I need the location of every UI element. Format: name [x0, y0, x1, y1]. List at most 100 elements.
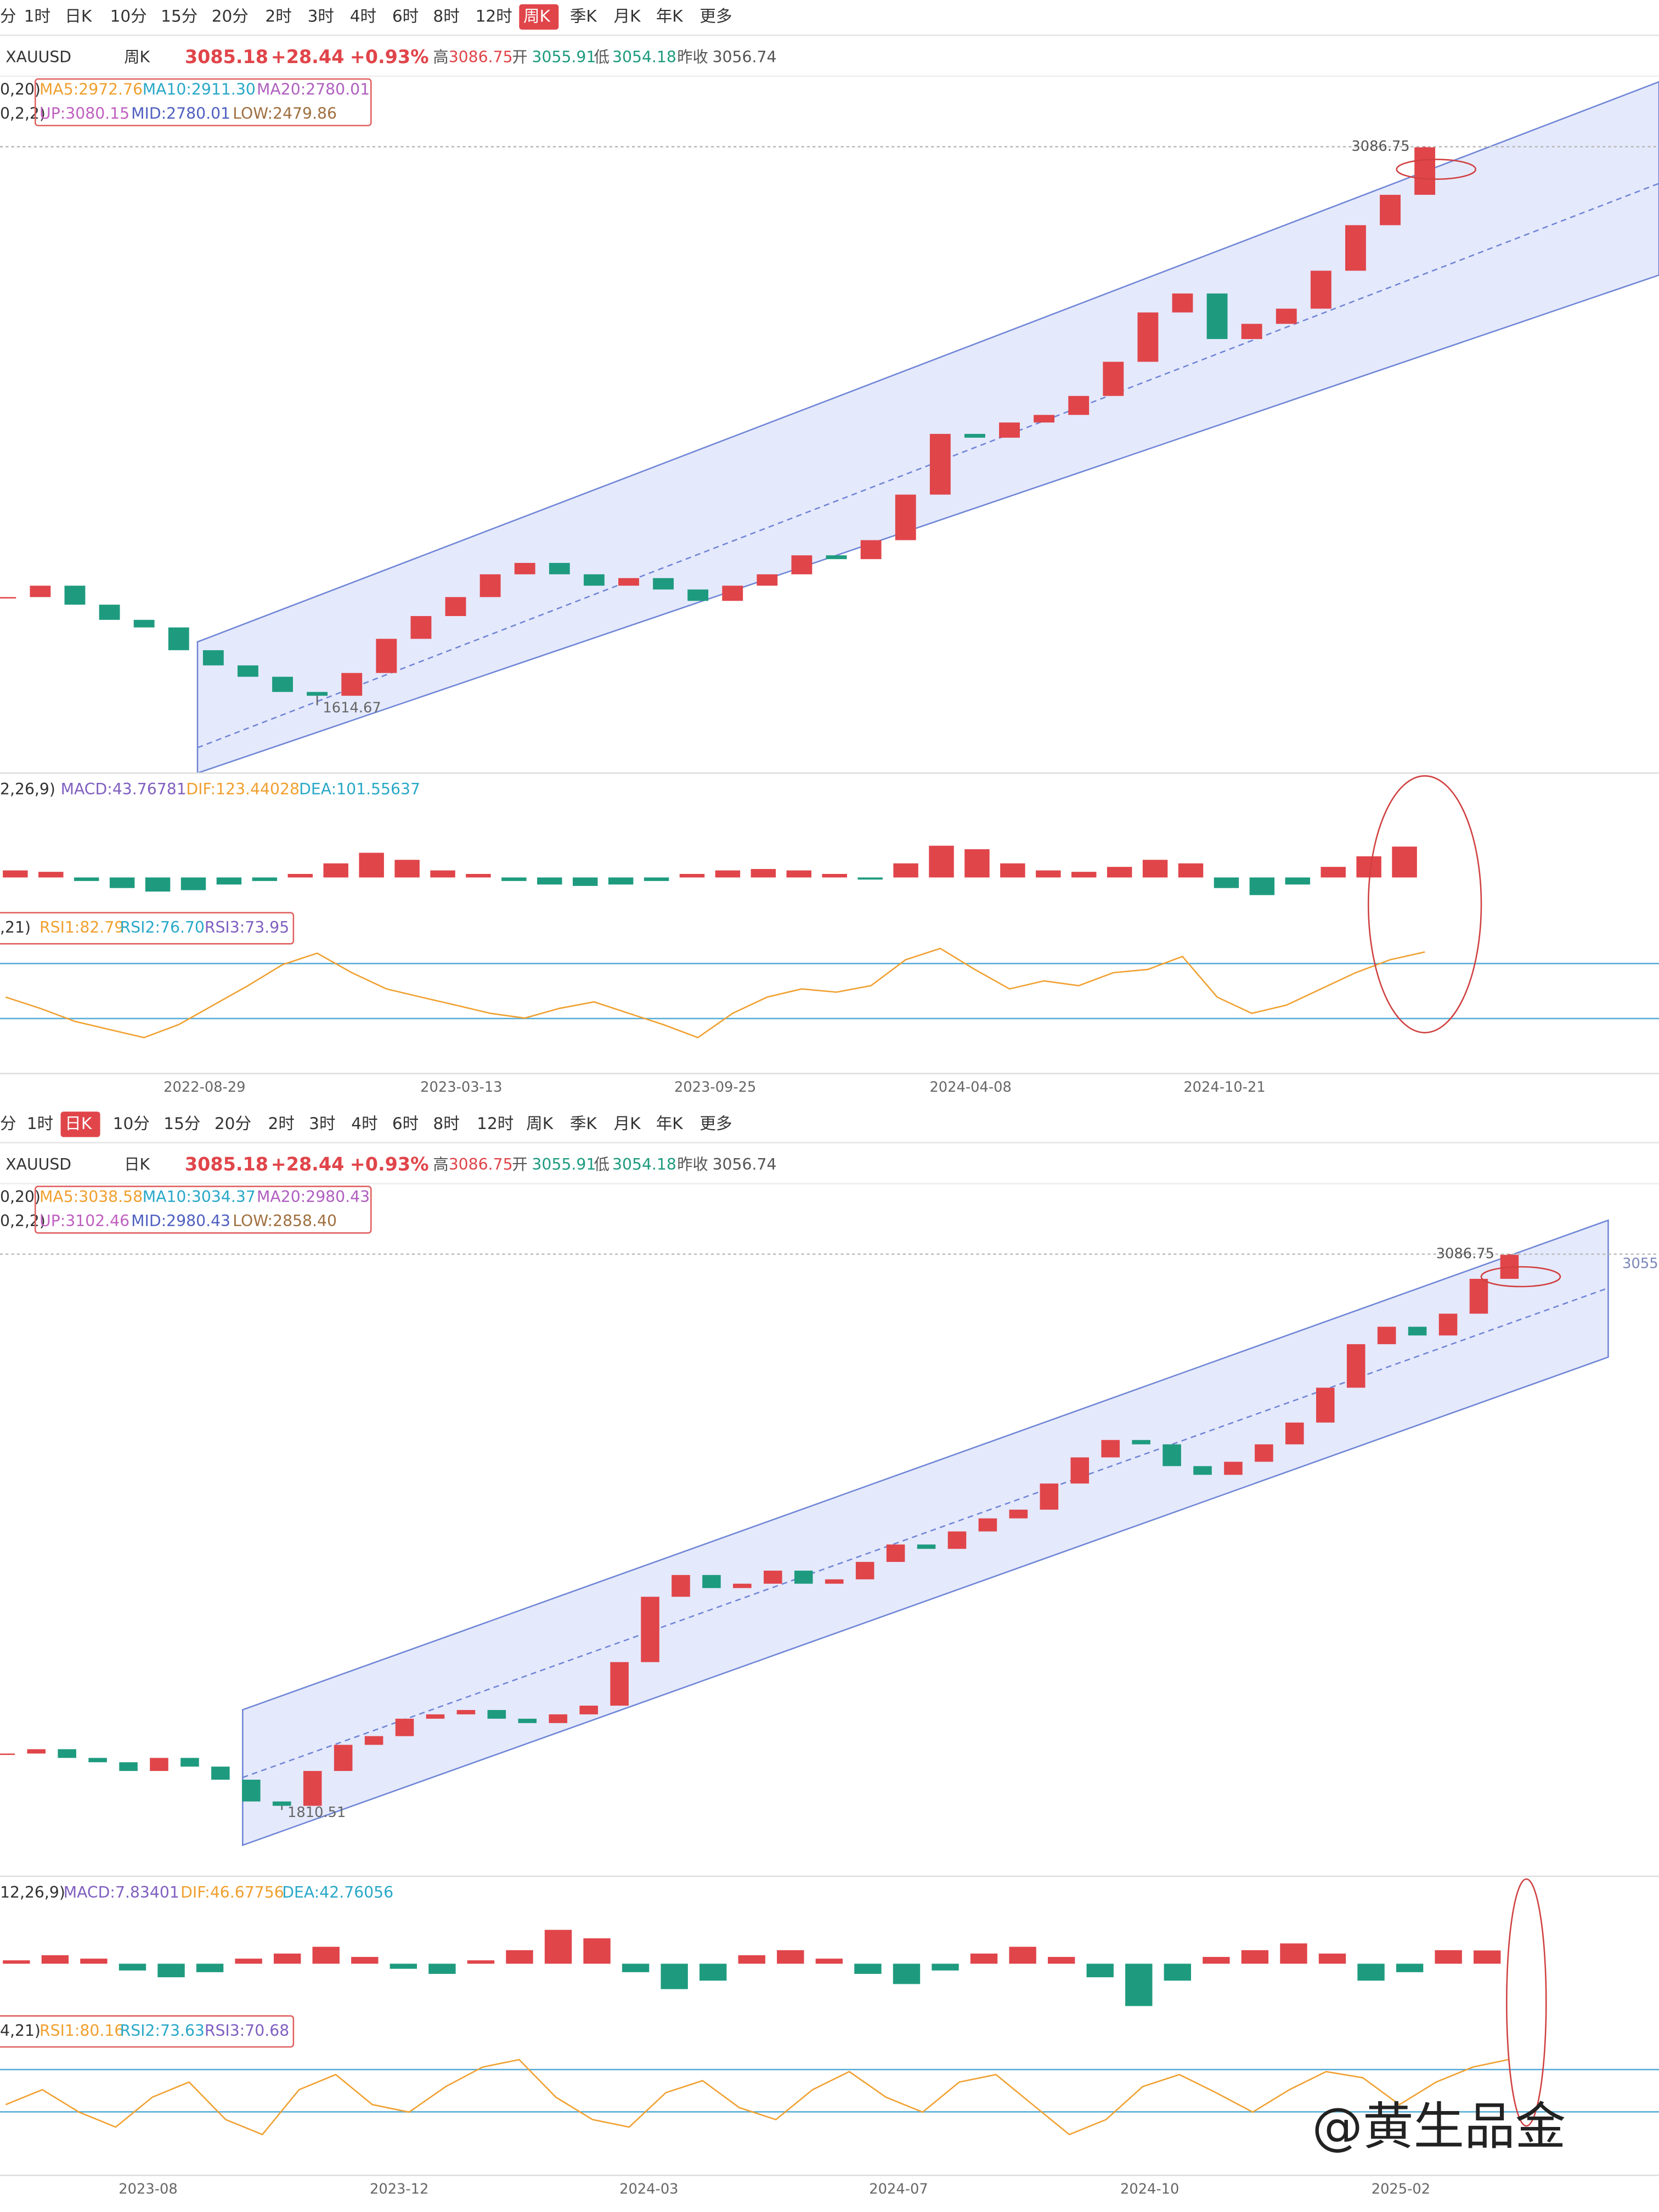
- toolbar-tab[interactable]: 1时: [27, 1114, 53, 1133]
- macd-bar: [467, 1960, 495, 1964]
- rsi-label-box: [0, 912, 295, 945]
- macd-bar: [157, 1963, 185, 1978]
- quote-field: 周K: [124, 48, 150, 66]
- toolbar-tab[interactable]: 12时: [476, 7, 512, 25]
- toolbar-tab[interactable]: 20分: [215, 1114, 251, 1133]
- candle: [1206, 293, 1228, 339]
- toolbar-tab[interactable]: 6时: [392, 7, 419, 25]
- toolbar-tab[interactable]: 3时: [309, 1114, 335, 1133]
- macd-value: MACD:43.76781: [61, 780, 187, 798]
- quote-field: 昨收: [677, 48, 708, 66]
- channel-midline: [197, 183, 1659, 749]
- macd-bar: [715, 870, 741, 878]
- candle: [618, 578, 639, 586]
- candle: [307, 692, 328, 696]
- toolbar-tab[interactable]: 20分: [212, 7, 249, 25]
- toolbar-tab[interactable]: 分: [0, 1114, 16, 1133]
- candle: [929, 433, 951, 495]
- toolbar-tab[interactable]: 10分: [113, 1114, 150, 1133]
- rsi-line: [5, 2058, 1510, 2136]
- toolbar-tab[interactable]: 季K: [570, 7, 597, 25]
- macd-bar: [964, 849, 990, 878]
- macd-bar: [1357, 1963, 1385, 1981]
- macd-bar: [608, 877, 634, 885]
- toolbar-tab[interactable]: 月K: [614, 7, 641, 25]
- candle: [826, 555, 847, 560]
- quote-field: 昨收: [677, 1155, 708, 1173]
- toolbar-tab[interactable]: 年K: [656, 1114, 684, 1133]
- toolbar-tab[interactable]: 8时: [433, 7, 459, 25]
- candle: [794, 1570, 813, 1584]
- toolbar-tab[interactable]: 周K: [526, 1114, 554, 1133]
- toolbar-tab[interactable]: 月K: [614, 1114, 641, 1133]
- macd-bar: [252, 877, 278, 881]
- candle: [964, 433, 985, 438]
- macd-bar: [3, 1960, 30, 1964]
- toolbar-tab[interactable]: 8时: [433, 1114, 459, 1133]
- candle: [1316, 1387, 1335, 1423]
- macd-bar: [1280, 1943, 1307, 1964]
- candle: [410, 616, 432, 639]
- toolbar-tab[interactable]: 年K: [656, 7, 684, 25]
- candle: [917, 1544, 936, 1549]
- boll-params: 0,2,2): [0, 1212, 46, 1230]
- toolbar-tab[interactable]: 更多: [699, 1114, 732, 1133]
- candle: [549, 1714, 568, 1723]
- toolbar-tab[interactable]: 更多: [699, 7, 732, 25]
- candle: [456, 1709, 476, 1714]
- toolbar-tab[interactable]: 4时: [351, 1114, 377, 1133]
- candle: [202, 650, 224, 665]
- candle: [150, 1758, 168, 1771]
- toolbar-tab[interactable]: 日K: [65, 7, 92, 25]
- boll-value: MID:2980.43: [131, 1212, 230, 1230]
- candle: [855, 1562, 874, 1579]
- quote-field: 高: [433, 1155, 448, 1173]
- candle: [1345, 225, 1366, 271]
- macd-bar: [1086, 1963, 1114, 1978]
- quote-field: +0.93%: [350, 46, 429, 67]
- toolbar-tab[interactable]: 15分: [161, 7, 198, 25]
- highlight-box: [35, 78, 372, 127]
- toolbar-tab[interactable]: 周K: [523, 7, 551, 25]
- candle: [1137, 312, 1159, 362]
- toolbar-tab[interactable]: 分: [0, 7, 16, 25]
- toolbar-tab[interactable]: 15分: [163, 1114, 200, 1133]
- candle: [1103, 362, 1124, 396]
- toolbar-tab[interactable]: 6时: [392, 1114, 419, 1133]
- active-tab: [60, 1111, 100, 1137]
- ma-params: 0,20): [0, 1188, 41, 1206]
- macd-bar: [351, 1957, 379, 1964]
- high-label: 3086.75: [1436, 1246, 1494, 1262]
- date-label: 2024-10-21: [1183, 1079, 1265, 1096]
- candle: [242, 1779, 261, 1802]
- candle: [445, 597, 466, 616]
- candle: [1276, 308, 1297, 324]
- toolbar-tab[interactable]: 3时: [308, 7, 334, 25]
- annotation-circle: [1396, 159, 1476, 180]
- toolbar-tab[interactable]: 季K: [570, 1114, 597, 1133]
- date-label: 2023-12: [370, 2181, 428, 2197]
- date-label: 2023-09-25: [674, 1079, 756, 1096]
- candle: [272, 676, 293, 692]
- toolbar-tab[interactable]: 1时: [24, 7, 50, 25]
- toolbar-tab[interactable]: 10分: [110, 7, 147, 25]
- rsi-params: ,21): [0, 918, 31, 936]
- candle: [303, 1771, 322, 1806]
- quote-field: 3054.18: [612, 48, 676, 66]
- toolbar-tab[interactable]: 12时: [477, 1114, 514, 1133]
- macd-bar: [1318, 1953, 1346, 1964]
- toolbar-tab[interactable]: 2时: [268, 1114, 295, 1133]
- toolbar-tab[interactable]: 4时: [350, 7, 376, 25]
- candle: [579, 1706, 598, 1714]
- candle: [518, 1718, 537, 1723]
- macd-bar: [74, 877, 99, 881]
- ma-value: MA5:3038.58: [40, 1188, 143, 1206]
- ma-value: MA10:2911.30: [143, 81, 256, 99]
- candle: [687, 589, 709, 601]
- macd-bar: [1125, 1963, 1153, 2006]
- toolbar-tab[interactable]: 2时: [265, 7, 291, 25]
- quote-field: 3086.75: [449, 1155, 513, 1173]
- candle: [1070, 1457, 1090, 1484]
- toolbar-tab[interactable]: 日K: [65, 1114, 92, 1133]
